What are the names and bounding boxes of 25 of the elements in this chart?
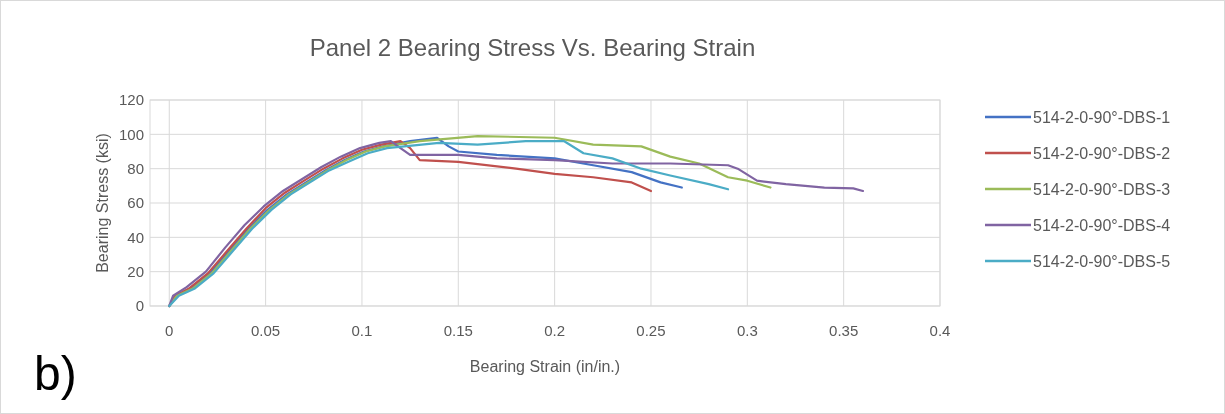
x-tick-label: 0.15	[443, 322, 473, 339]
legend-label: 514-2-0-90°-DBS-2	[1033, 144, 1171, 162]
x-tick-label: 0.2	[544, 322, 566, 339]
x-tick-label: 0.25	[636, 322, 666, 339]
x-tick-label: 0.35	[829, 322, 859, 339]
x-axis-title: Bearing Strain (in/in.)	[469, 358, 621, 375]
y-tick-label: 100	[118, 125, 144, 143]
y-tick-label: 20	[127, 262, 144, 280]
y-tick-label: 80	[127, 159, 144, 177]
legend-label: 514-2-0-90°-DBS-5	[1033, 252, 1171, 270]
x-tick-label: 0.1	[351, 322, 373, 339]
legend-label: 514-2-0-90°-DBS-4	[1033, 216, 1171, 234]
x-tick-label: 0	[165, 322, 174, 339]
text: b)	[34, 347, 77, 400]
y-tick-label: 120	[118, 91, 144, 109]
x-tick-label: 0.4	[929, 322, 951, 339]
y-axis-title: Bearing Stress (ksi)	[94, 133, 111, 273]
y-tick-label: 0	[135, 297, 144, 315]
x-tick-label: 0.3	[736, 322, 758, 339]
x-tick-label: 0.05	[251, 322, 281, 339]
y-tick-label: 40	[127, 228, 144, 246]
y-tick-label: 60	[127, 194, 144, 212]
chart-title: Panel 2 Bearing Stress Vs. Bearing Strain	[309, 34, 756, 61]
legend-label: 514-2-0-90°-DBS-1	[1033, 108, 1171, 126]
legend-label: 514-2-0-90°-DBS-3	[1033, 180, 1171, 198]
